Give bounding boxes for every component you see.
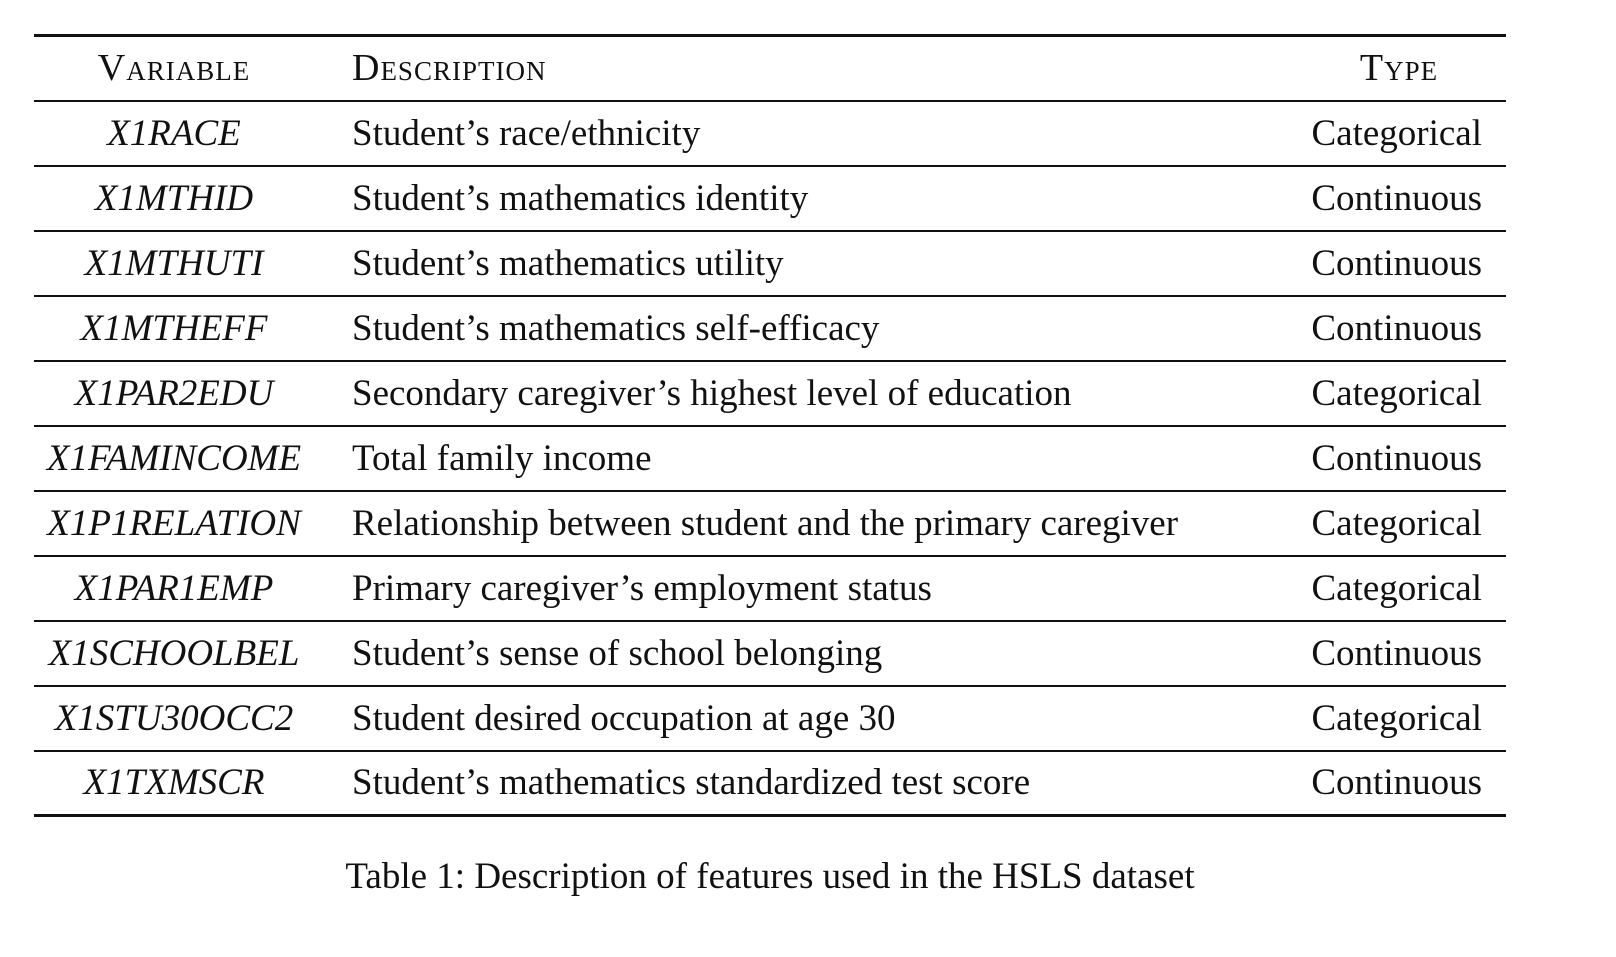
table-row: X1MTHID Student’s mathematics identity C… [34,166,1506,231]
cell-type: Continuous [1311,632,1482,674]
cell-type: Continuous [1311,242,1482,284]
cell-type: Categorical [1311,567,1482,609]
cell-variable: X1FAMINCOME [46,437,302,479]
cell-description: Relationship between student and the pri… [352,502,1179,544]
table-row: X1MTHEFF Student’s mathematics self-effi… [34,296,1506,361]
cell-type: Categorical [1311,697,1482,739]
cell-type: Categorical [1311,112,1482,154]
table-row: X1RACE Student’s race/ethnicity Categori… [34,101,1506,166]
table-row: X1P1RELATION Relationship between studen… [34,491,1506,556]
features-table-container: Variable Description Type X1RACE Student… [34,34,1506,817]
cell-description: Student’s mathematics identity [352,177,809,219]
header-description: Description [352,47,547,90]
cell-variable: X1STU30OCC2 [54,697,294,739]
table-row: X1PAR2EDU Secondary caregiver’s highest … [34,361,1506,426]
table-row: X1PAR1EMP Primary caregiver’s employment… [34,556,1506,621]
cell-variable: X1PAR2EDU [74,372,274,414]
cell-variable: X1PAR1EMP [74,567,274,609]
cell-description: Total family income [352,437,652,479]
cell-description: Student’s race/ethnicity [352,112,701,154]
cell-type: Continuous [1311,437,1482,479]
cell-variable: X1MTHEFF [80,307,268,349]
cell-variable: X1TXMSCR [83,762,265,804]
cell-description: Student’s mathematics utility [352,242,784,284]
table-row: X1STU30OCC2 Student desired occupation a… [34,686,1506,751]
table-row: X1FAMINCOME Total family income Continuo… [34,426,1506,491]
cell-description: Student’s mathematics self-efficacy [352,307,880,349]
cell-variable: X1RACE [107,112,241,154]
cell-variable: X1MTHUTI [84,242,264,284]
table-row: X1SCHOOLBEL Student’s sense of school be… [34,621,1506,686]
cell-type: Continuous [1311,762,1482,804]
cell-type: Categorical [1311,372,1482,414]
table-header-row: Variable Description Type [34,35,1506,101]
table-row: X1MTHUTI Student’s mathematics utility C… [34,231,1506,296]
cell-description: Student’s mathematics standardized test … [352,762,1031,804]
cell-variable: X1MTHID [94,177,254,219]
cell-type: Continuous [1311,307,1482,349]
cell-variable: X1SCHOOLBEL [48,632,300,674]
cell-description: Student’s sense of school belonging [352,632,883,674]
header-type: Type [1359,47,1439,90]
cell-type: Categorical [1311,502,1482,544]
header-variable: Variable [97,47,251,90]
table-caption: Table 1: Description of features used in… [345,856,1195,897]
cell-description: Secondary caregiver’s highest level of e… [352,372,1072,414]
table-row: X1TXMSCR Student’s mathematics standardi… [34,751,1506,816]
cell-type: Continuous [1311,177,1482,219]
cell-variable: X1P1RELATION [47,502,301,544]
cell-description: Student desired occupation at age 30 [352,697,896,739]
cell-description: Primary caregiver’s employment status [352,567,932,609]
features-table: Variable Description Type X1RACE Student… [34,34,1506,817]
